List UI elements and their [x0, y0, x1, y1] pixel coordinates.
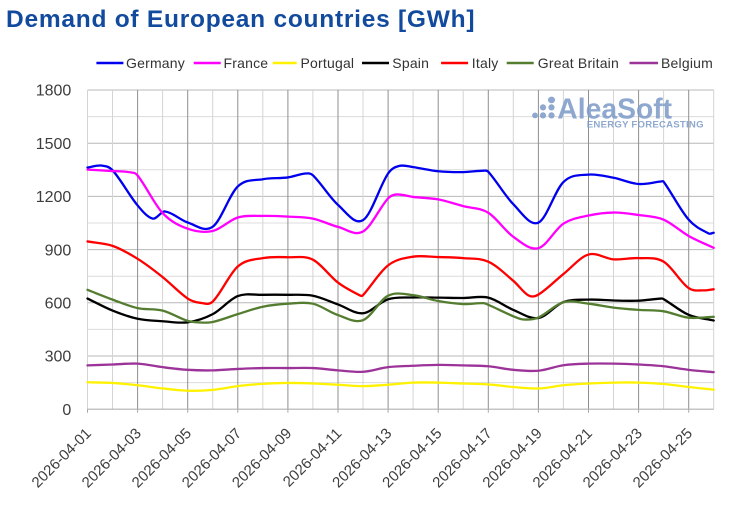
svg-text:1200: 1200	[36, 189, 72, 206]
svg-text:1500: 1500	[36, 136, 72, 153]
svg-text:1800: 1800	[36, 83, 72, 100]
svg-text:Demand of European countries [: Demand of European countries [GWh]	[6, 6, 475, 33]
svg-text:Great Britain: Great Britain	[538, 55, 619, 71]
svg-text:AleaSoft: AleaSoft	[557, 93, 672, 125]
svg-text:Italy: Italy	[472, 55, 499, 71]
svg-text:Belgium: Belgium	[661, 55, 713, 71]
svg-text:France: France	[224, 55, 269, 71]
svg-text:Portugal: Portugal	[301, 55, 355, 71]
svg-text:300: 300	[45, 349, 72, 366]
svg-text:ENERGY FORECASTING: ENERGY FORECASTING	[587, 119, 704, 130]
svg-text:Germany: Germany	[126, 55, 185, 71]
svg-text:600: 600	[45, 296, 72, 313]
svg-text:900: 900	[45, 242, 72, 259]
svg-text:Spain: Spain	[392, 55, 429, 71]
svg-text:0: 0	[62, 402, 71, 419]
